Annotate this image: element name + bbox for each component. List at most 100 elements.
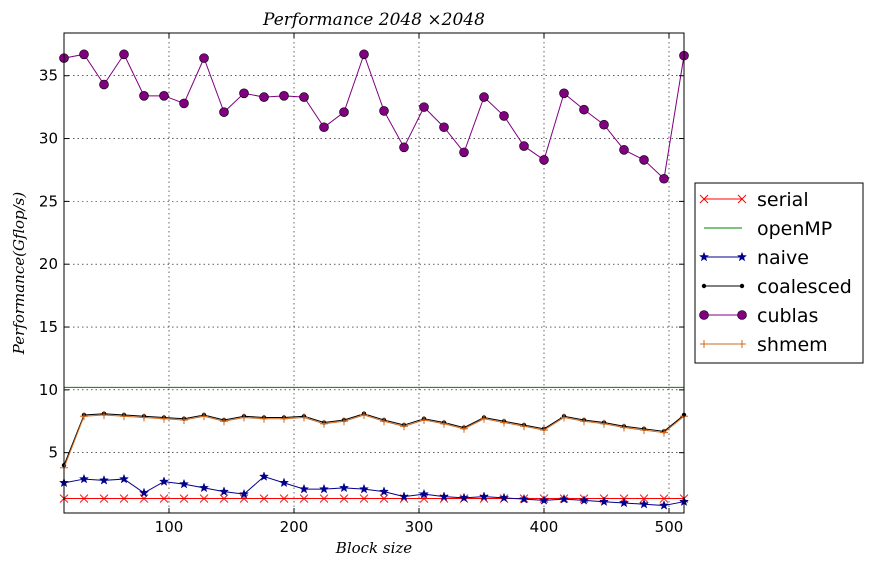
legend-marker — [736, 251, 748, 262]
y-tick-label: 30 — [39, 130, 58, 148]
data-point — [578, 495, 590, 505]
data-point — [158, 476, 170, 486]
data-point — [300, 413, 308, 422]
data-point — [79, 494, 89, 503]
data-point — [278, 477, 290, 488]
marker-stroke — [199, 494, 209, 503]
data-point — [480, 414, 488, 423]
legend-label: shmem — [757, 334, 828, 356]
series-cublas — [59, 49, 689, 184]
data-point — [639, 155, 649, 165]
data-point — [359, 49, 369, 60]
legend-marker — [738, 340, 746, 348]
data-point — [219, 107, 229, 117]
data-point — [518, 493, 530, 504]
data-point — [638, 498, 650, 509]
data-point — [259, 92, 269, 102]
data-point — [139, 91, 149, 101]
data-point — [559, 88, 569, 99]
x-tick-label: 400 — [530, 518, 559, 536]
data-point — [498, 492, 510, 503]
data-point — [119, 494, 129, 503]
data-point — [458, 492, 470, 503]
y-tick-label: 20 — [39, 255, 58, 273]
data-point — [219, 494, 229, 503]
data-point — [160, 414, 168, 423]
data-point — [198, 482, 210, 493]
x-tick-label: 300 — [405, 518, 434, 536]
x-tick-label: 500 — [655, 518, 684, 536]
data-point — [539, 155, 549, 165]
legend-box — [694, 182, 864, 364]
legend: serial openMP naive coalesced cublas shmem — [694, 182, 864, 364]
marker-stroke — [379, 494, 389, 503]
y-tick-label: 25 — [39, 192, 58, 210]
data-point — [319, 122, 329, 133]
data-point — [178, 478, 190, 489]
chart-title: Performance 2048 ×2048 — [262, 10, 485, 30]
data-point — [659, 494, 669, 503]
data-point — [519, 141, 529, 151]
data-point — [98, 475, 110, 485]
marker-stroke — [119, 494, 129, 503]
data-point — [239, 494, 249, 503]
data-point — [399, 142, 409, 153]
data-point — [579, 104, 589, 115]
data-point — [460, 424, 468, 433]
data-point — [339, 107, 349, 117]
series-line — [63, 413, 685, 466]
y-tick-label: 35 — [39, 67, 58, 85]
data-point — [279, 91, 289, 101]
data-point — [479, 92, 489, 102]
data-point — [199, 53, 209, 63]
marker-stroke — [359, 494, 369, 503]
data-point — [419, 102, 429, 112]
data-point — [119, 49, 129, 60]
legend-label: openMP — [757, 218, 832, 240]
data-point — [179, 494, 189, 503]
marker-stroke — [259, 494, 269, 503]
data-point — [260, 414, 268, 423]
legend-label: serial — [757, 189, 809, 211]
data-point — [580, 417, 588, 426]
series-naive — [58, 471, 690, 510]
legend-marker — [739, 283, 745, 289]
marker-stroke — [239, 494, 249, 503]
ticks-layer: 100 200 300 400 500 5 10 15 20 25 30 35 — [39, 33, 684, 536]
data-point — [258, 471, 270, 481]
data-point — [619, 145, 629, 155]
data-point — [200, 412, 208, 421]
plot-frame — [63, 32, 685, 514]
data-point — [320, 419, 328, 428]
grid-layer — [64, 33, 684, 513]
data-point — [99, 79, 109, 90]
data-point — [239, 88, 249, 99]
data-point — [358, 483, 370, 494]
x-axis-label: Block size — [335, 539, 413, 557]
marker-stroke — [319, 494, 329, 503]
data-point — [379, 106, 389, 116]
data-point — [179, 98, 189, 109]
data-point — [238, 488, 250, 499]
data-point — [359, 494, 369, 503]
data-point — [180, 416, 188, 425]
marker-stroke — [279, 494, 289, 503]
series-shmem — [60, 410, 688, 472]
data-point — [398, 491, 410, 501]
data-point — [499, 111, 509, 121]
data-point — [299, 92, 309, 102]
legend-entry-shmem: shmem — [700, 334, 828, 356]
data-point — [360, 410, 368, 419]
data-point — [379, 494, 389, 503]
marker-stroke — [179, 494, 189, 503]
legend-entry-coalesced: coalesced — [701, 276, 852, 298]
y-axis-label: Performance(Gflop/s) — [10, 192, 28, 356]
legend-label: coalesced — [757, 276, 852, 298]
data-point — [340, 417, 348, 426]
data-point — [420, 416, 428, 425]
legend-marker — [701, 283, 707, 289]
data-point — [658, 500, 670, 510]
legend-marker — [737, 194, 747, 204]
data-point — [639, 494, 649, 503]
legend-marker — [700, 340, 708, 348]
